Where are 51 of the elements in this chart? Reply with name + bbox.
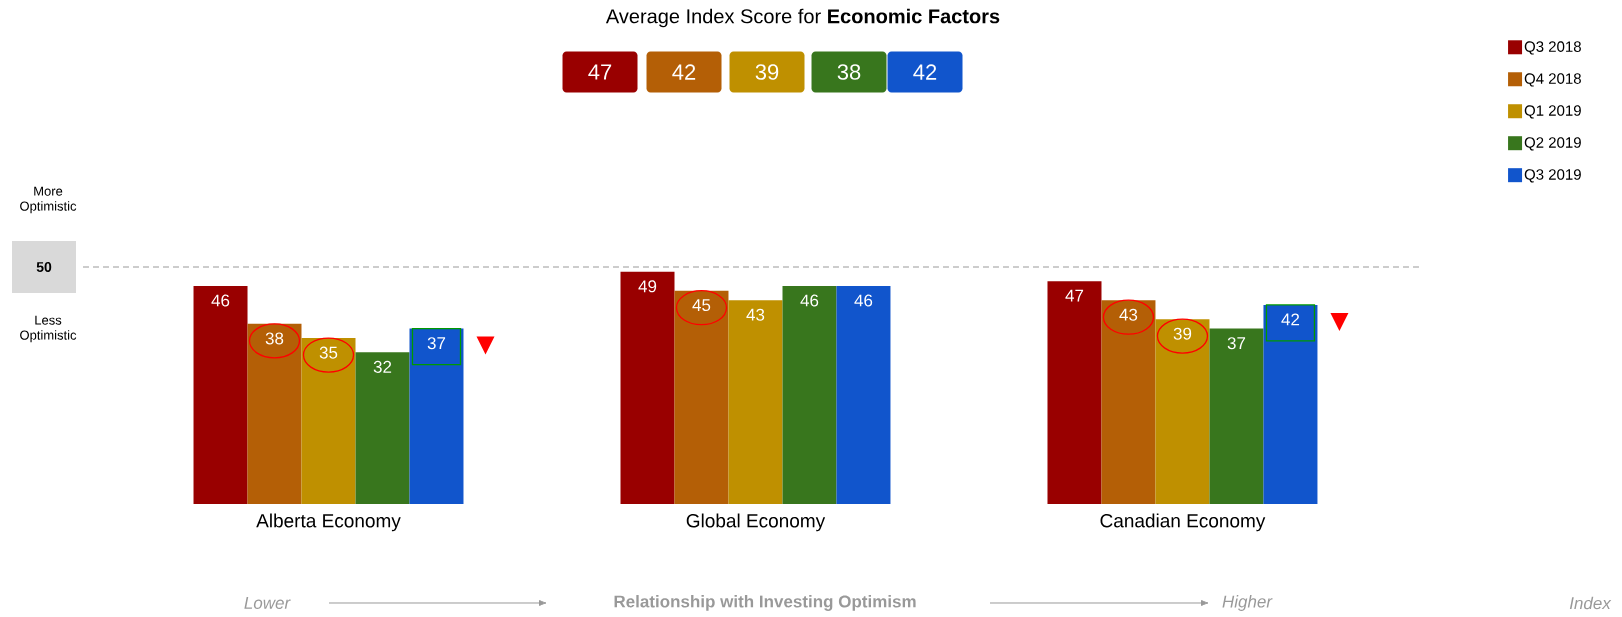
bar — [620, 271, 675, 504]
data-label: 46 — [800, 294, 819, 307]
bar — [836, 285, 891, 504]
legend-label: Q1 2019 — [1524, 105, 1581, 119]
data-label: 37 — [427, 337, 446, 350]
data-label: 35 — [319, 346, 338, 359]
bar — [674, 290, 729, 504]
text: 42 — [672, 64, 696, 80]
text: 38 — [837, 64, 861, 80]
text: 42 — [913, 64, 937, 80]
data-label: 43 — [1119, 308, 1138, 321]
text: Relationship with Investing Optimism — [614, 595, 916, 611]
bar — [1047, 281, 1102, 504]
data-label: 43 — [746, 308, 765, 321]
x-tick-label: Global Economy — [686, 513, 826, 532]
ref-line-label: 50 — [36, 262, 52, 272]
chart-title: Average Index Score for Economic Factors — [605, 8, 1000, 28]
legend-label: Q3 2018 — [1524, 41, 1581, 55]
data-label: 49 — [638, 280, 657, 293]
text: 47 — [588, 64, 612, 80]
legend-label: Q2 2019 — [1524, 137, 1581, 151]
bar — [247, 323, 302, 504]
data-label: 39 — [1173, 327, 1192, 340]
bar — [301, 338, 356, 504]
data-label: 38 — [265, 332, 284, 345]
bar — [355, 352, 410, 504]
bar — [728, 300, 783, 504]
legend-label: Q4 2018 — [1524, 73, 1581, 87]
bar — [409, 328, 464, 504]
bar — [1263, 304, 1318, 504]
x-tick-label: Canadian Economy — [1100, 513, 1266, 532]
text: 39 — [755, 64, 779, 80]
data-label: 45 — [692, 299, 711, 312]
data-label: 32 — [373, 360, 392, 373]
text: Less Optimistic — [20, 315, 77, 343]
legend-label: Q3 2019 — [1524, 169, 1581, 183]
data-label: 42 — [1281, 313, 1300, 326]
text: Lower — [244, 597, 291, 609]
bar — [193, 285, 248, 504]
text: Higher — [1222, 595, 1273, 611]
text: Index — [1569, 596, 1612, 610]
bar — [782, 285, 837, 504]
bar — [1155, 319, 1210, 504]
data-label: 46 — [854, 294, 873, 307]
data-label: 46 — [211, 294, 230, 307]
text: More Optimistic — [20, 186, 77, 214]
data-label: 37 — [1227, 337, 1246, 350]
x-tick-label: Alberta Economy — [256, 513, 401, 532]
bar — [1101, 300, 1156, 504]
bar — [1209, 328, 1264, 504]
data-label: 47 — [1065, 289, 1084, 302]
